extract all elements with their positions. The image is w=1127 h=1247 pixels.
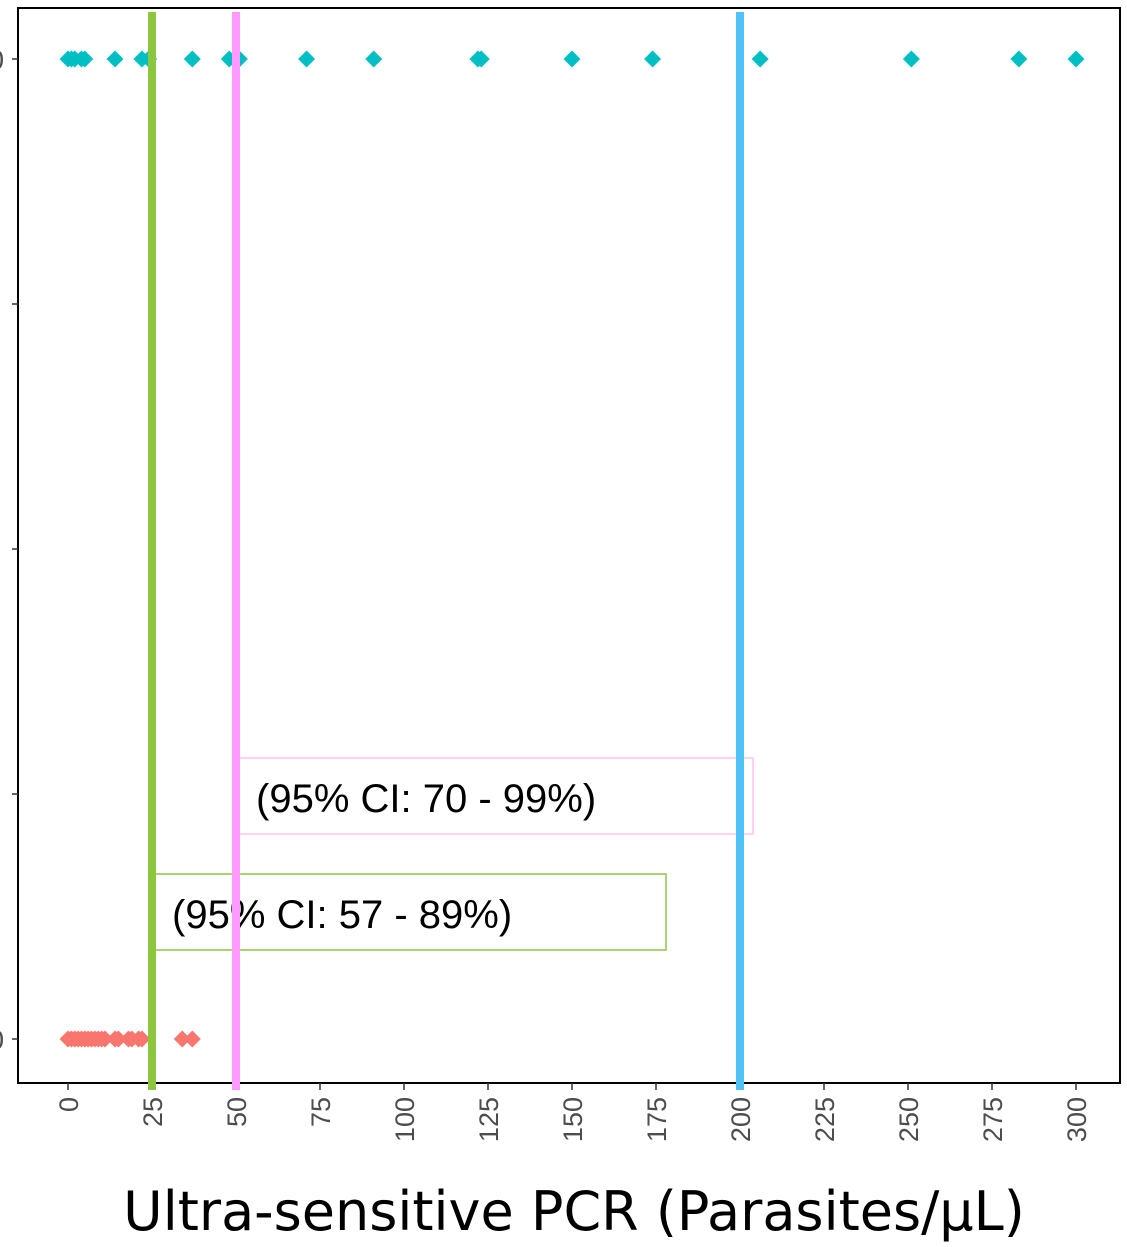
panel-border <box>17 7 1121 1084</box>
x-tick-label: 125 <box>474 1097 504 1142</box>
annotation-label: (95% CI: 57 - 89%) <box>172 893 512 937</box>
x-tick-label: 150 <box>558 1097 588 1142</box>
data-point <box>563 50 581 68</box>
data-point <box>902 50 920 68</box>
data-point <box>106 50 124 68</box>
x-tick-label: 250 <box>894 1097 924 1142</box>
x-tick-label: 50 <box>222 1097 252 1127</box>
x-tick-label: 0 <box>54 1097 84 1112</box>
data-point <box>644 50 662 68</box>
x-tick-label: 175 <box>642 1097 672 1142</box>
data-point <box>365 50 383 68</box>
x-tick-label: 300 <box>1062 1097 1092 1142</box>
x-axis-label: Ultra-sensitive PCR (Parasites/µL) <box>123 1180 1025 1243</box>
x-tick-label: 225 <box>810 1097 840 1142</box>
data-point <box>1010 50 1028 68</box>
y-axis: 00 <box>0 45 18 1055</box>
x-tick-label: 75 <box>306 1097 336 1127</box>
data-point <box>76 50 94 68</box>
data-point <box>472 50 490 68</box>
data-point <box>173 1030 191 1048</box>
y-tick-label: 0 <box>0 1025 4 1055</box>
x-axis: 0 25 50 75 100 125 150 175 200 225 250 275 300 <box>54 1083 1092 1142</box>
data-point <box>751 50 769 68</box>
x-tick-label: 275 <box>978 1097 1008 1142</box>
annotation-label: (95% CI: 70 - 99%) <box>256 777 596 821</box>
x-tick-label: 100 <box>390 1097 420 1142</box>
data-point <box>183 1030 201 1048</box>
y-tick-label: 0 <box>0 45 4 75</box>
threshold-lines <box>148 12 744 1090</box>
data-point <box>298 50 316 68</box>
x-tick-label: 25 <box>138 1097 168 1127</box>
x-tick-label: 200 <box>726 1097 756 1142</box>
data-point <box>183 50 201 68</box>
data-point <box>133 1030 151 1048</box>
data-point <box>1067 50 1085 68</box>
data-point <box>96 1030 114 1048</box>
data-point <box>109 1030 127 1048</box>
